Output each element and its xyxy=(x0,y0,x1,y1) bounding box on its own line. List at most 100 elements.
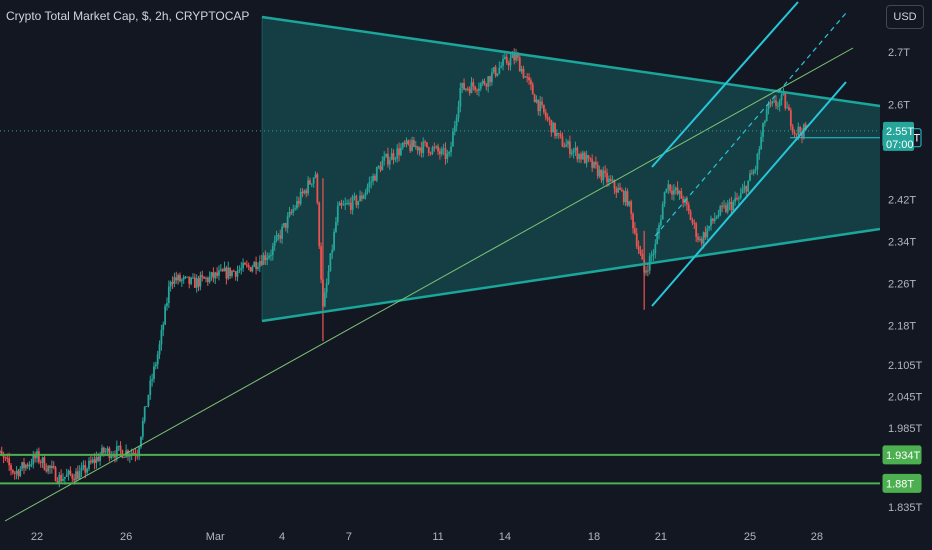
x-tick-label: 25 xyxy=(744,531,756,543)
candle-body xyxy=(0,451,1,453)
candle-body xyxy=(229,267,232,277)
candle-body xyxy=(491,72,493,82)
candle-body xyxy=(11,470,14,473)
candle-body xyxy=(724,205,727,212)
candle-body xyxy=(47,465,50,472)
candle-body xyxy=(470,82,473,94)
candle-body xyxy=(4,457,7,459)
candle-body xyxy=(645,270,647,273)
candle-body xyxy=(258,261,261,268)
candle-body xyxy=(164,306,167,325)
candle-body xyxy=(513,54,516,61)
candle-body xyxy=(697,236,699,240)
candle-body xyxy=(349,202,352,210)
candle-body xyxy=(698,239,701,241)
candle-body xyxy=(426,142,428,148)
candle-body xyxy=(420,147,423,153)
candle-body xyxy=(557,133,560,135)
x-tick-label: 21 xyxy=(655,531,667,543)
candle-body xyxy=(251,266,254,272)
candle-body xyxy=(734,197,737,202)
candle-body xyxy=(646,270,649,272)
candle-body xyxy=(132,452,135,454)
candle-body xyxy=(479,83,482,89)
candle-body xyxy=(203,276,206,279)
candle-body xyxy=(492,67,495,73)
candle-body xyxy=(24,464,27,469)
candle-body xyxy=(201,275,204,277)
candle-body xyxy=(468,88,471,94)
candle-body xyxy=(710,218,712,226)
candle-body xyxy=(106,448,109,452)
candle-body xyxy=(180,279,183,282)
candle-body xyxy=(336,205,339,222)
candle-body xyxy=(708,225,711,229)
candle-body xyxy=(541,101,543,105)
candle-body xyxy=(32,454,35,465)
candle-body xyxy=(212,272,215,279)
candle-body xyxy=(630,201,633,214)
candle-body xyxy=(396,148,399,159)
candle-body xyxy=(689,211,692,220)
candle-body xyxy=(260,261,263,265)
candle-body xyxy=(338,202,341,206)
candle-body xyxy=(247,265,250,268)
x-tick-label: 11 xyxy=(432,531,443,543)
y-tick-label: 2.34T xyxy=(888,236,916,248)
candle-body xyxy=(704,232,707,238)
candle-body xyxy=(145,405,148,407)
candle-body xyxy=(179,275,181,282)
candle-body xyxy=(515,54,517,61)
candle-body xyxy=(390,153,393,161)
candle-body xyxy=(71,474,74,479)
candle-body xyxy=(617,187,620,193)
candle-body xyxy=(123,456,126,458)
candle-body xyxy=(672,189,675,195)
candle-body xyxy=(743,186,746,189)
x-tick-label: 26 xyxy=(120,531,132,543)
candle-body xyxy=(214,272,217,279)
candle-body xyxy=(578,154,581,160)
candle-body xyxy=(219,269,222,271)
candle-body xyxy=(535,99,538,103)
candle-body xyxy=(197,278,200,287)
candle-body xyxy=(41,457,44,463)
candle-body xyxy=(60,474,63,482)
candle-body xyxy=(340,202,343,205)
candle-body xyxy=(288,212,291,217)
candle-body xyxy=(353,196,356,198)
candle-body xyxy=(240,267,243,270)
candle-body xyxy=(526,76,529,78)
countdown-label: 07:00 xyxy=(886,139,914,151)
level-tag-box xyxy=(882,473,922,493)
candle-body xyxy=(171,282,174,284)
candle-body xyxy=(663,191,666,205)
candle-body xyxy=(108,448,111,459)
candle-body xyxy=(227,267,230,279)
currency-button[interactable]: USD xyxy=(886,5,924,29)
candle-body xyxy=(489,76,491,82)
candle-body xyxy=(528,77,530,81)
candle-body xyxy=(45,469,48,472)
candle-body xyxy=(89,460,92,463)
candle-body xyxy=(166,303,168,307)
candle-body xyxy=(721,206,724,208)
candle-body xyxy=(465,88,467,90)
candle-body xyxy=(741,188,744,194)
candle-body xyxy=(596,164,599,177)
candle-body xyxy=(422,141,425,153)
candle-body xyxy=(533,94,536,103)
candle-body xyxy=(392,153,395,160)
candle-body xyxy=(574,147,577,151)
candle-body xyxy=(186,276,189,278)
candle-body xyxy=(381,160,384,171)
candle-body xyxy=(435,146,438,148)
candle-body xyxy=(485,84,488,87)
candle-body xyxy=(665,188,668,192)
candle-body xyxy=(374,175,376,181)
candle-body xyxy=(242,262,245,268)
candle-body xyxy=(184,276,187,278)
candle-body xyxy=(56,480,59,483)
candle-body xyxy=(195,278,198,288)
